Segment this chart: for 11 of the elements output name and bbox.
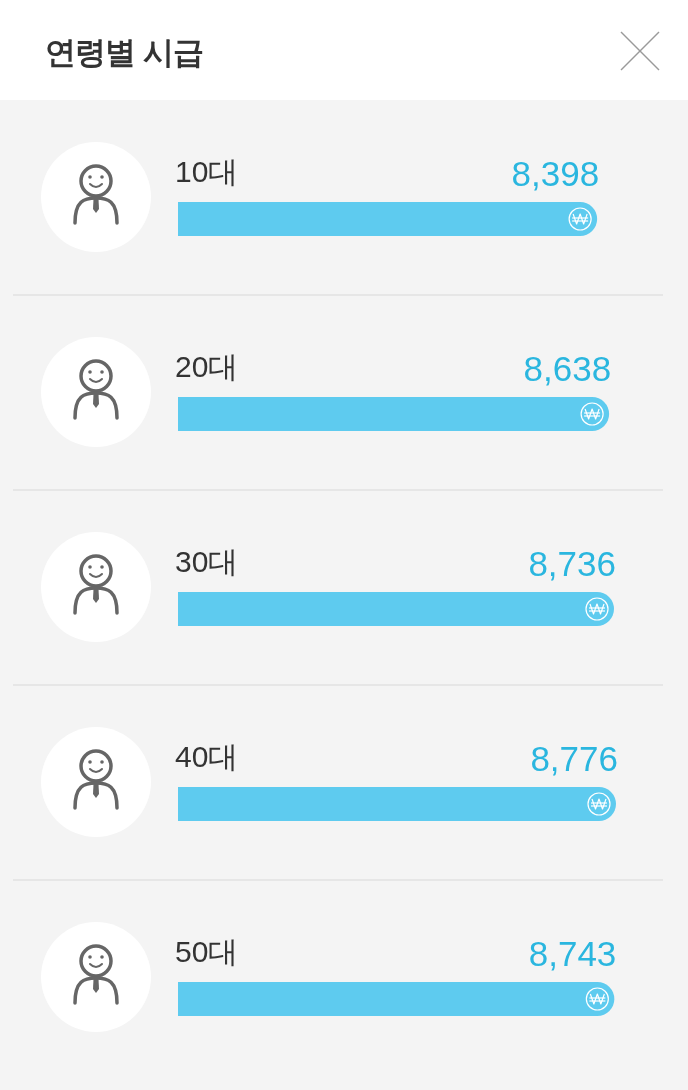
category-label: 40대: [175, 740, 239, 773]
value-label: 8,743: [528, 934, 617, 973]
value-label: 8,776: [530, 739, 618, 778]
category-label: 10대: [175, 155, 239, 188]
value-label: 8,736: [528, 544, 616, 583]
category-label: 50대: [175, 935, 239, 968]
value-label: 8,638: [523, 349, 612, 388]
category-label: 30대: [175, 545, 239, 578]
category-label: 20대: [175, 350, 239, 383]
title: 연령별 시급: [45, 35, 203, 70]
value-label: 8,398: [511, 154, 600, 193]
